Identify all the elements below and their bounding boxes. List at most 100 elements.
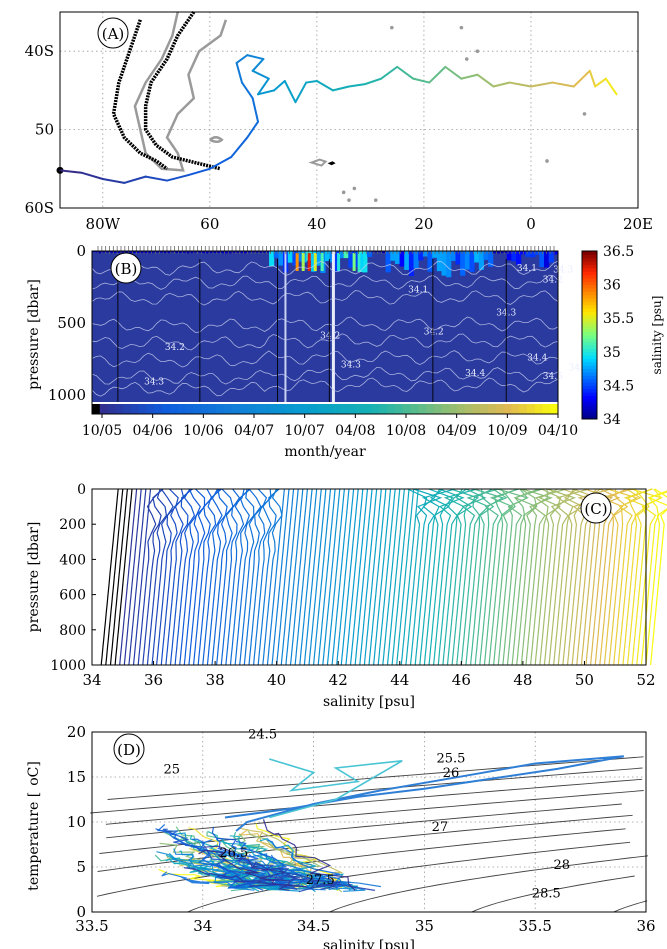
panel-a-island — [459, 25, 464, 30]
panel-b-colorbar-tick-label: 36.5 — [603, 244, 634, 260]
panel-b-high-salinity-streak — [301, 253, 305, 271]
panel-b-x-tick-label: 04/10 — [538, 423, 578, 439]
panel-a-grid — [60, 12, 639, 209]
panel-b-label: (B) — [115, 260, 138, 278]
panel-b-time-bar-cell — [161, 404, 171, 414]
panel-b-surface-cell — [385, 251, 391, 273]
panel-b-surface-cell — [530, 251, 536, 258]
panel-b-colorbar-cell — [582, 378, 597, 383]
panel-c-label-circle — [580, 492, 612, 524]
panel-d-frame — [91, 731, 647, 913]
panel-a-track-segment — [166, 174, 190, 182]
panel-c-profile-line — [460, 488, 493, 666]
panel-c-x-label: salinity [psu] — [323, 694, 415, 710]
panel-b-surface-cell — [180, 251, 186, 253]
panel-b-surface-cell — [483, 251, 489, 260]
panel-b-surface-cell — [105, 251, 112, 253]
panel-b-surface-cell — [115, 251, 121, 253]
panel-b-colorbar-cell — [582, 324, 597, 329]
panel-b-surface-cell — [227, 251, 233, 254]
panel-b-time-bar-cell — [146, 404, 155, 414]
panel-b-surface-cell — [422, 251, 429, 257]
panel-a-track-segment — [59, 169, 83, 174]
panel-a-track-segment — [331, 85, 350, 92]
panel-b-colorbar-cell — [582, 398, 597, 403]
panel-b-surface-cell — [250, 251, 256, 253]
panel-c-profile-line — [105, 488, 124, 666]
panel-b-time-bar-cell — [192, 404, 202, 414]
panel-b-contour-label: 34.3 — [341, 360, 361, 370]
panel-d-ts-trace — [211, 826, 304, 888]
panel-b-time-bar-cell — [387, 404, 396, 414]
panel-c-profile-line — [640, 491, 667, 666]
panel-b-surface-cell — [357, 251, 363, 273]
panel-c-profile-line — [636, 488, 663, 666]
panel-c-profile-line — [303, 488, 322, 666]
panel-b-surface-cell — [124, 251, 130, 254]
panel-b-colorbar-tick-label: 34 — [603, 412, 621, 428]
panel-c-y-tick-label: 800 — [59, 623, 86, 639]
panel-b-surface-cell — [539, 251, 545, 268]
panel-b-time-bar-cell — [449, 404, 458, 414]
panel-c-profile-line — [465, 488, 499, 666]
panel-c-x-tick-label: 48 — [513, 671, 532, 689]
panel-b-time-bar-cell — [325, 404, 334, 414]
panel-d-y-tick-label: 15 — [67, 768, 86, 786]
panel-c-profile-line — [450, 488, 480, 666]
panel-c-profile-line — [220, 488, 245, 666]
panel-a-y-tick-label: 40S — [25, 42, 54, 60]
panel-b-time-bar-cell — [495, 404, 505, 414]
panel-c-profile-line — [553, 488, 589, 666]
panel-d-ts-trace — [267, 839, 342, 889]
panel-b-contour-line — [91, 366, 559, 385]
panel-b-surface-cell — [553, 251, 559, 255]
panel-b-time-bar-cell — [169, 404, 178, 414]
panel-b-surface-cell — [478, 251, 484, 270]
panel-d-isopycnal — [106, 790, 644, 839]
panel-c-profile-line — [607, 488, 639, 666]
panel-a-island — [341, 190, 346, 195]
panel-b-surface-cell — [427, 251, 433, 272]
panel-b-surface-cell — [399, 251, 405, 267]
panel-c-profile-line — [400, 488, 419, 666]
panel-c-profile-line — [548, 488, 575, 666]
panel-a-island — [390, 25, 394, 30]
panel-c-profile-line — [248, 488, 272, 666]
panel-b-time-bar-cell — [363, 404, 373, 414]
panel-b-surface-cell — [348, 251, 354, 268]
panel-c-profile-line — [119, 488, 138, 666]
panel-c-profile-line — [511, 488, 539, 666]
panel-d-y-tick-label: 5 — [76, 858, 86, 876]
panel-b-colorbar-cell — [582, 371, 597, 376]
panel-c-profile-line — [174, 488, 196, 666]
panel-b-surface-cell — [292, 251, 298, 266]
panel-b-colorbar-cell — [582, 308, 597, 312]
panel-a-track-segment — [460, 73, 479, 80]
panel-b-x-tick-label: 10/08 — [386, 423, 426, 439]
panel-b-surface-cell — [418, 251, 424, 261]
panel-c-profile-line — [336, 488, 355, 666]
panel-b-x-tick-label: 10/06 — [183, 423, 223, 439]
panel-b-colorbar-tick-label: 35 — [603, 345, 621, 361]
panel-b-surface-cell — [516, 251, 522, 265]
panel-b-time-bar-cell — [340, 404, 349, 414]
panel-c-profile-line — [437, 488, 467, 666]
panel-b-time-bar-cell — [293, 404, 303, 414]
panel-c-profile-line — [299, 488, 318, 666]
panel-b-colorbar-cell — [582, 392, 597, 396]
panel-b-surface-cell — [161, 251, 168, 254]
panel-d-x-tick-label: 34.5 — [297, 917, 330, 935]
panel-b-contour-label: 34.1 — [408, 286, 428, 296]
panel-c-profile-line — [473, 488, 505, 666]
panel-b-colorbar-cell — [582, 368, 597, 373]
panel-b-time-bar-cell — [356, 404, 365, 414]
panel-a-track-segment — [594, 77, 607, 88]
panel-c-profile-line — [114, 488, 133, 666]
panel-b-colorbar-cell — [582, 271, 597, 276]
panel-a-island — [475, 49, 480, 53]
panel-a-track-segment — [251, 58, 265, 72]
panel-b-time-bar-cell — [441, 404, 450, 414]
panel-c-profile-line — [262, 488, 283, 666]
panel-c-profile-line — [211, 488, 234, 666]
